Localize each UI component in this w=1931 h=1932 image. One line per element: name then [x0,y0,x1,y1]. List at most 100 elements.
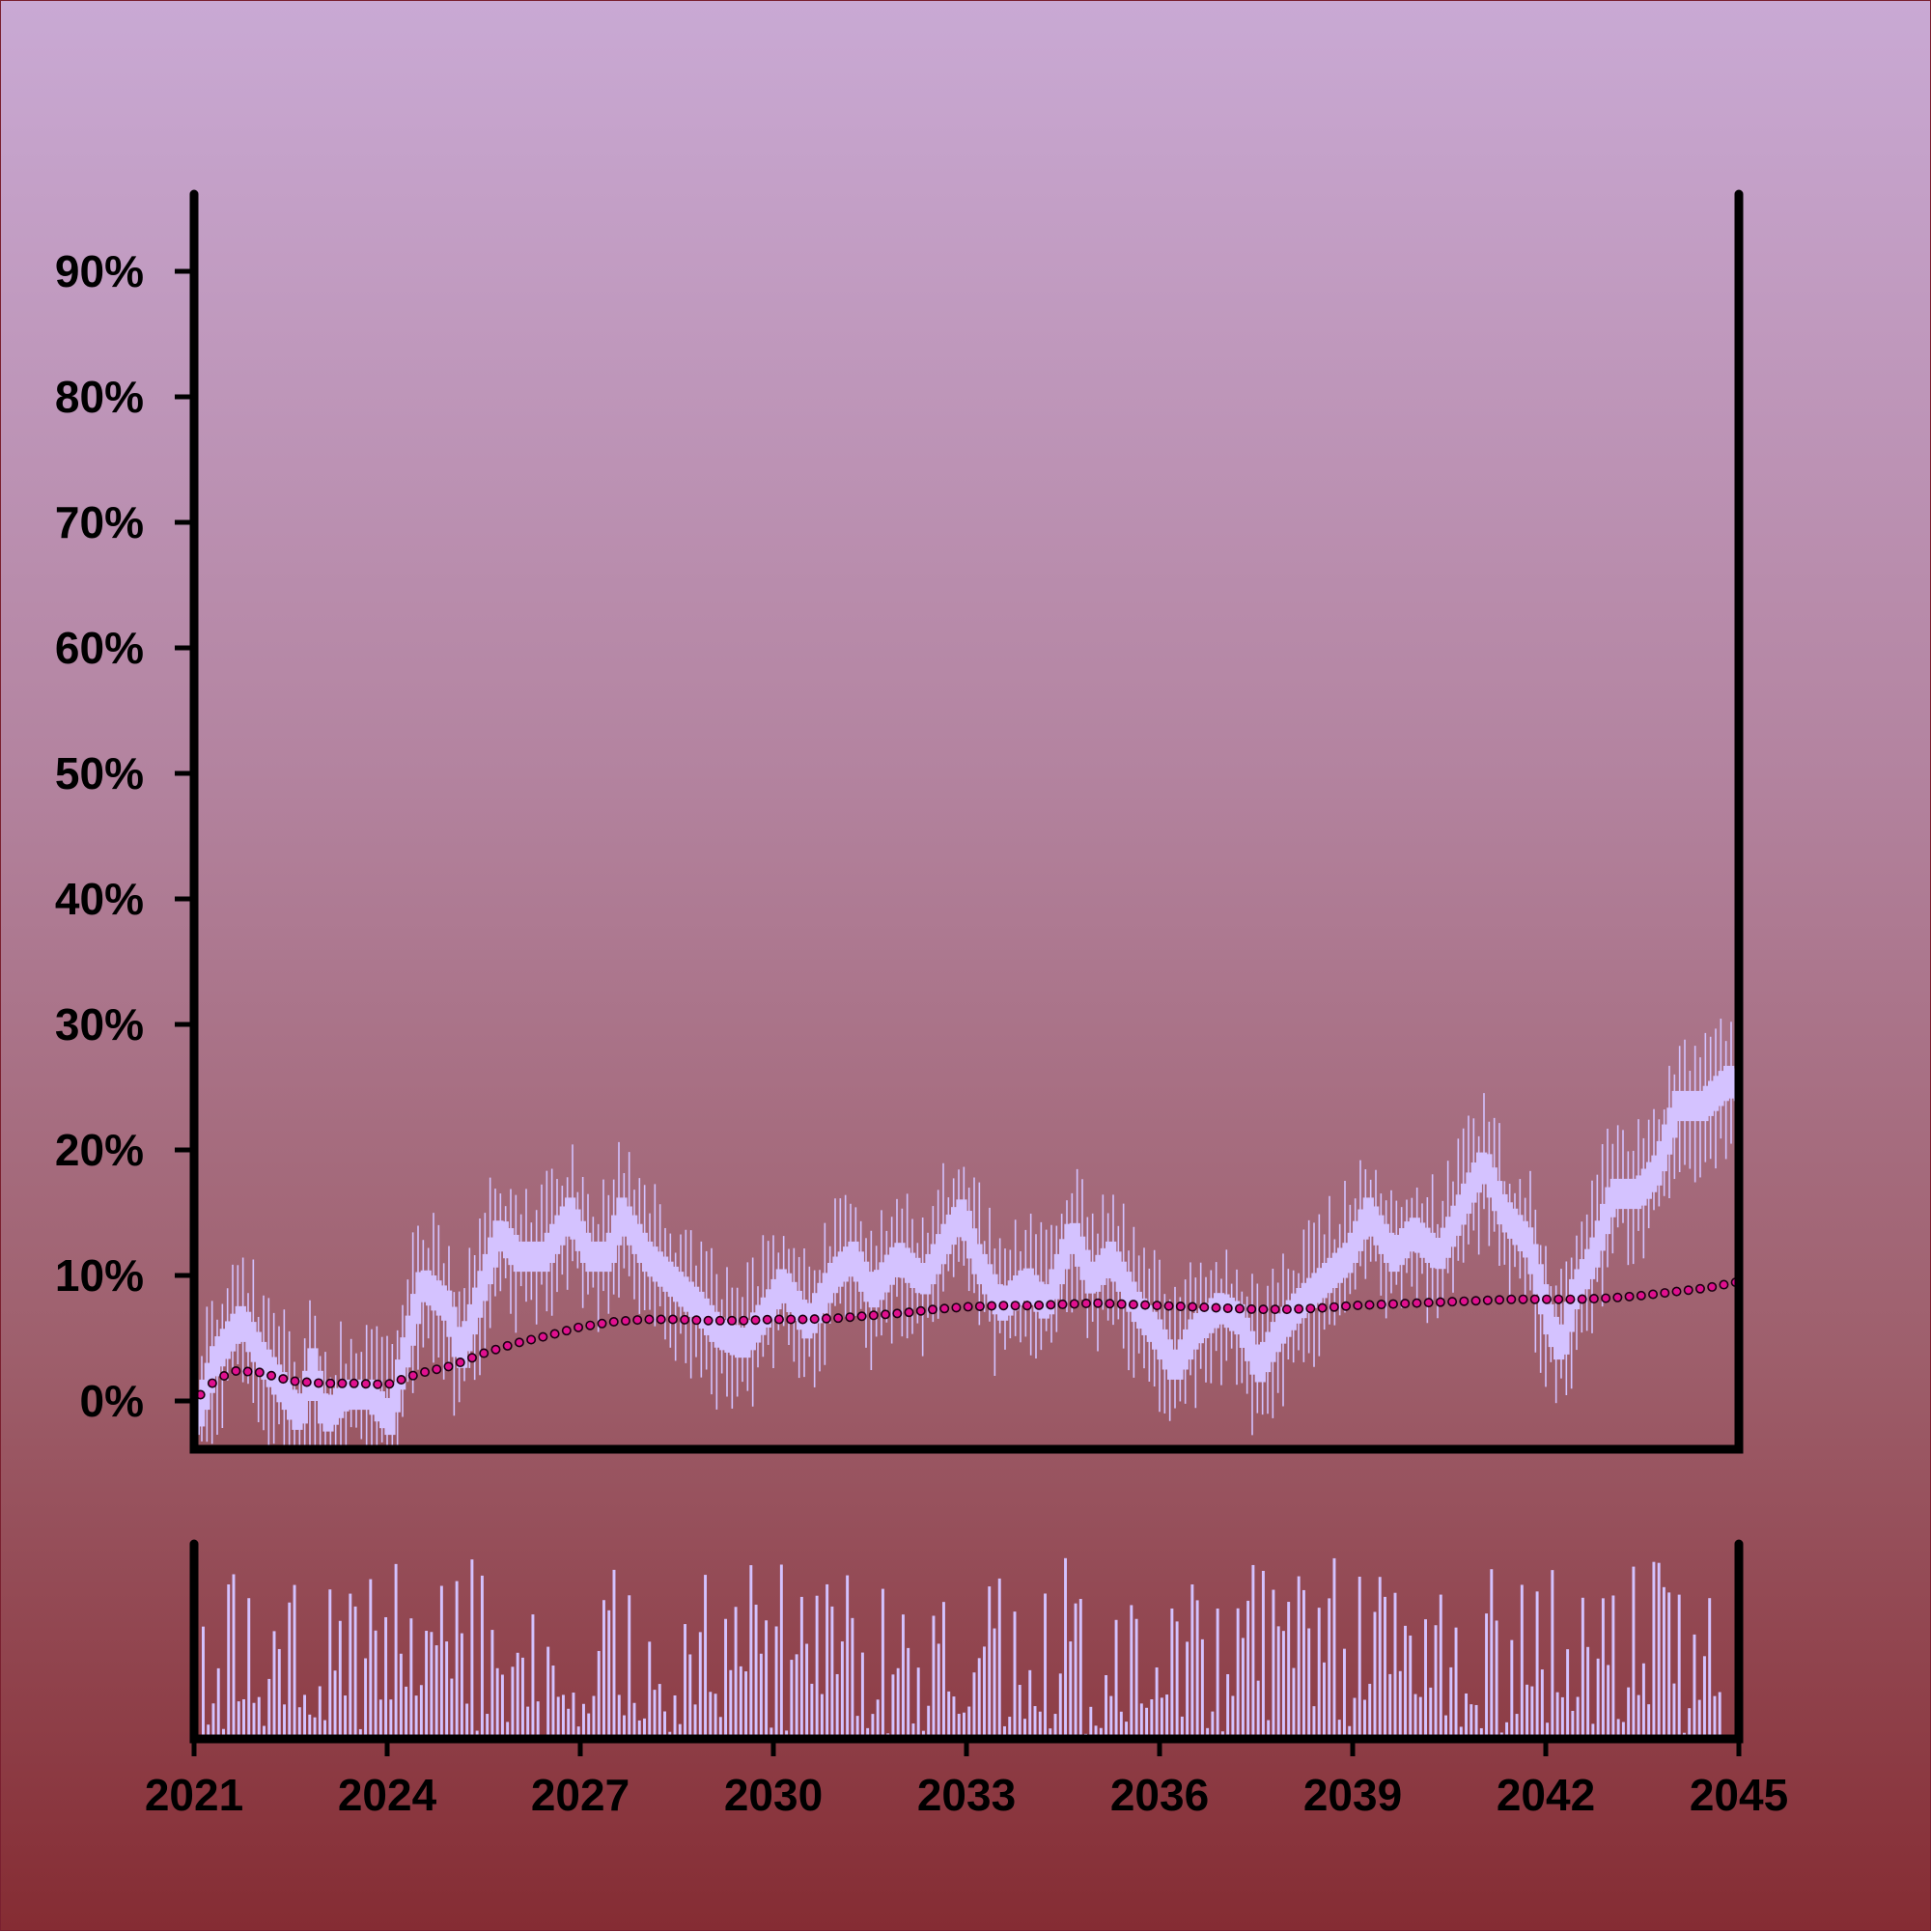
volume-bar [440,1585,443,1735]
candle-body [328,1395,334,1432]
volume-bar [319,1686,322,1735]
volume-bar [328,1589,331,1735]
candle-body [1713,1076,1719,1110]
candle-body [1172,1350,1178,1380]
candle-body [1384,1224,1389,1263]
candle-body [297,1393,303,1430]
trend-marker [988,1302,995,1309]
volume-bar [1429,1688,1432,1735]
candle-body [1584,1249,1590,1290]
volume-bar [830,1607,833,1735]
candle-body [1095,1255,1101,1292]
trend-marker [823,1314,830,1322]
candle-body [1193,1313,1199,1350]
trend-marker [1543,1296,1551,1303]
candle-body [936,1234,941,1274]
volume-bar [354,1607,357,1735]
volume-bar [1642,1664,1645,1735]
volume-bar [1617,1719,1620,1735]
candle-body [1481,1153,1487,1185]
volume-bar [247,1598,250,1735]
volume-bar [242,1699,245,1735]
trend-marker [1141,1301,1149,1308]
volume-bar [1231,1695,1234,1735]
volume-bar [816,1596,819,1735]
trend-marker [1424,1299,1432,1306]
candle-body [951,1207,957,1245]
volume-bar [420,1685,423,1735]
trend-marker [870,1311,878,1319]
volume-bar [1190,1584,1193,1735]
trend-marker [326,1380,334,1387]
volume-bar [1130,1605,1133,1735]
trend-marker [1637,1292,1645,1300]
trend-marker [1130,1301,1137,1308]
volume-bar [1505,1722,1508,1735]
volume-bar [359,1729,362,1735]
y-tick-label: 80% [55,372,144,422]
volume-bar [308,1715,311,1735]
volume-bar [1449,1667,1452,1735]
candle-body [379,1391,385,1428]
candle-body [1492,1167,1497,1211]
candle-body [287,1380,293,1420]
candle-body [596,1242,602,1272]
volume-bar [1577,1697,1580,1735]
candle-body [1229,1298,1235,1331]
volume-bar [1064,1558,1067,1735]
volume-bar [932,1615,935,1735]
trend-marker [516,1338,523,1346]
trend-marker [1023,1302,1031,1309]
volume-bar [1069,1641,1072,1735]
volume-bar [323,1721,326,1735]
trend-marker [1625,1293,1633,1301]
volume-bar [633,1703,636,1735]
volume-bar [978,1658,981,1735]
volume-bar [1713,1696,1716,1735]
candle-body [1589,1238,1595,1279]
volume-bar [283,1704,286,1735]
trend-marker [1661,1289,1668,1297]
trend-marker [657,1315,664,1323]
candle-body [431,1275,436,1310]
volume-bar [461,1634,463,1735]
volume-bar [288,1603,291,1735]
candle-body [1249,1331,1255,1375]
volume-bar [1049,1728,1051,1735]
candle-body [570,1197,575,1239]
volume-bar [238,1701,240,1735]
main-frame [194,194,1739,1449]
volume-bar [938,1643,940,1735]
volume-bar [602,1600,605,1735]
volume-bar [1165,1694,1168,1735]
trend-marker [350,1380,357,1387]
volume-bar [1404,1626,1407,1735]
trend-marker [1460,1298,1468,1305]
candle-body [1188,1320,1193,1360]
volume-bar [911,1723,914,1735]
candle-body [1255,1345,1261,1383]
trend-marker [1082,1300,1090,1307]
trend-marker [1047,1301,1054,1308]
trend-marker [1153,1302,1161,1309]
volume-bar [1607,1665,1609,1735]
volume-bar [557,1696,560,1735]
candle-body [580,1221,586,1263]
volume-bar [963,1713,966,1735]
trend-marker [1071,1300,1078,1307]
candle-body [1301,1283,1307,1318]
trend-marker [574,1324,582,1331]
volume-bar [947,1692,950,1735]
candle-body [647,1242,653,1276]
volume-bar [233,1574,236,1735]
volume-bar [1196,1600,1199,1735]
volume-bar [1140,1703,1143,1735]
volume-bar [1298,1577,1301,1735]
candle-body [1039,1282,1045,1319]
volume-bar [785,1730,788,1735]
volume-bar [1095,1725,1098,1735]
candle-body [1116,1251,1122,1292]
trend-marker [1212,1303,1219,1311]
candle-body [1327,1258,1332,1293]
volume-bar [917,1667,920,1735]
